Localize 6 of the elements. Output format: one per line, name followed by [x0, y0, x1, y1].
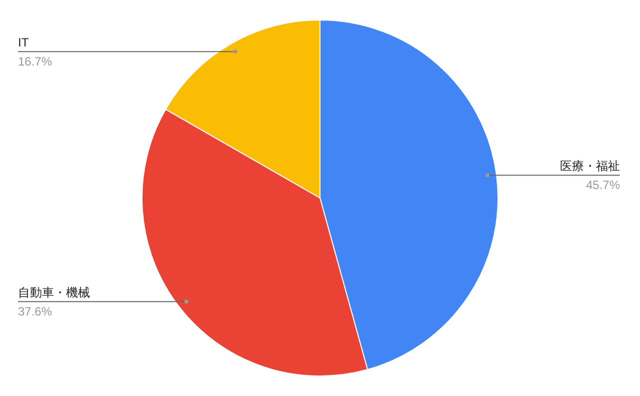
- slice-label: IT: [18, 36, 30, 50]
- data-label: 45.7%: [586, 178, 620, 192]
- data-label: 16.7%: [18, 54, 52, 69]
- data-label: 37.6%: [18, 304, 52, 319]
- slice-label: 自動車・機械: [18, 286, 90, 300]
- slice-label: 医療・福祉: [560, 159, 620, 174]
